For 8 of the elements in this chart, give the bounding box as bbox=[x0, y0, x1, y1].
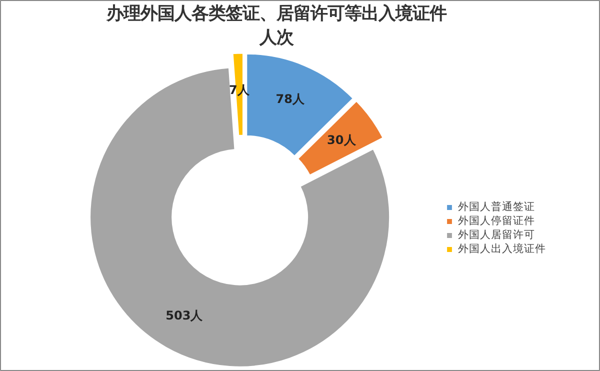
chart-title: 办理外国人各类签证、居留许可等出入境证件人次 bbox=[106, 4, 446, 48]
data-label: 30人 bbox=[327, 132, 357, 147]
legend-label: 外国人居留许可 bbox=[458, 228, 535, 242]
legend-label: 外国人普通签证 bbox=[458, 200, 535, 214]
legend-label: 外国人停留证件 bbox=[458, 214, 535, 228]
data-label: 78人 bbox=[276, 92, 306, 106]
legend-label: 外国人出入境证件 bbox=[458, 242, 546, 256]
data-label: 503人 bbox=[166, 308, 204, 323]
